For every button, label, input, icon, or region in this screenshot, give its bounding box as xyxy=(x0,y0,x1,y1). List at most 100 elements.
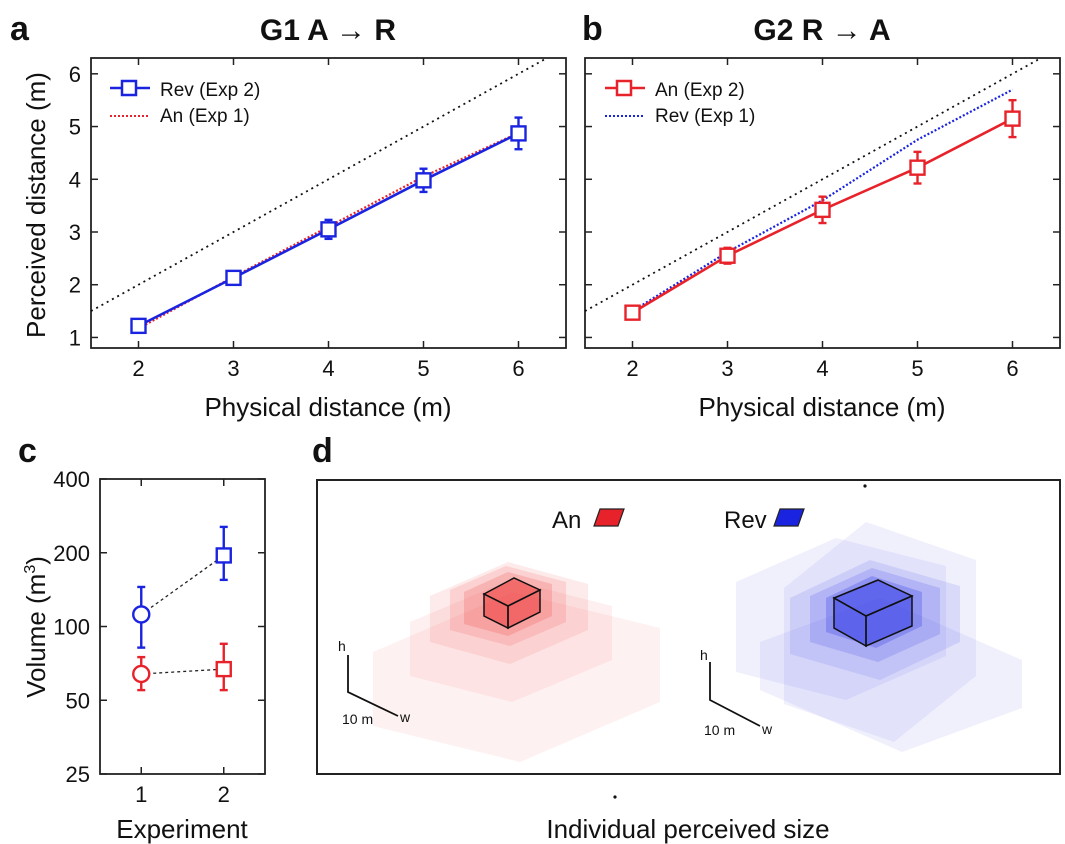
x-tick-label: 6 xyxy=(1006,356,1018,381)
y-tick-label: 3 xyxy=(69,220,81,245)
panel-b-plot-area xyxy=(584,57,1042,321)
panel-d-legend-rev-text: Rev xyxy=(724,507,767,534)
x-tick-label: 1 xyxy=(135,782,147,807)
data-point-square xyxy=(215,547,232,564)
x-tick-label: 4 xyxy=(816,356,828,381)
panel-b-y-ticks xyxy=(585,73,1060,339)
panel-d-dot-bottom xyxy=(613,795,617,799)
y-tick-label: 1 xyxy=(69,325,81,350)
data-point-square xyxy=(909,159,926,176)
panel-d-letter: d xyxy=(312,432,333,470)
panel-d: d Individual perceived size An Rev xyxy=(312,432,1061,844)
x-tick-label: 4 xyxy=(322,356,334,381)
rev-axis-w-label: w xyxy=(761,721,773,737)
connector-line xyxy=(140,554,225,615)
panel-d-x-axis-label: Individual perceived size xyxy=(546,814,829,844)
an-axis-indicator: h w 10 m xyxy=(338,638,411,727)
panel-c-x-axis-label: Experiment xyxy=(116,814,248,844)
identity-line xyxy=(584,57,1042,312)
data-point-square xyxy=(415,172,432,189)
panel-a-legend: Rev (Exp 2) An (Exp 1) xyxy=(110,79,260,127)
panel-c-y-axis-label-sup: 3 xyxy=(22,565,39,574)
panel-a-title: G1 A → R xyxy=(260,14,396,47)
panel-c-frame xyxy=(99,478,266,775)
x-tick-label: 3 xyxy=(721,356,733,381)
connector-line xyxy=(141,668,224,675)
panel-b-legend-an-text: An (Exp 2) xyxy=(655,80,745,101)
rev-axis-h-label: h xyxy=(700,647,708,663)
an-axis-w-label: w xyxy=(399,709,411,725)
panel-d-legend-rev-swatch xyxy=(773,508,805,527)
panel-a-legend-rev-text: Rev (Exp 2) xyxy=(160,80,260,101)
panel-c-letter: c xyxy=(18,432,37,470)
rev-scale-label: 10 m xyxy=(704,722,735,738)
data-point-square xyxy=(624,304,641,321)
panel-a-x-axis-label: Physical distance (m) xyxy=(204,392,451,422)
data-point-square xyxy=(215,660,232,678)
data-point-square xyxy=(320,221,337,238)
panel-a-x-ticks: 2 3 4 5 6 xyxy=(132,58,525,381)
y-tick-label: 2 xyxy=(69,273,81,298)
y-tick-label: 50 xyxy=(66,688,90,713)
data-point-circle xyxy=(132,605,151,624)
an-box-1 xyxy=(373,592,660,762)
rev-box-7 xyxy=(834,580,912,646)
panel-c-y-ticks: 25 50 100 200 400 xyxy=(53,467,265,787)
rev-axis-indicator: h w 10 m xyxy=(700,647,773,738)
y-tick-label: 4 xyxy=(69,167,81,192)
x-tick-label: 3 xyxy=(227,356,239,381)
data-point-square xyxy=(510,125,527,142)
rev-mean-box xyxy=(832,579,914,648)
data-point-square xyxy=(719,247,736,264)
panel-c-y-axis-label-end: ) xyxy=(21,556,51,565)
panel-b-letter: b xyxy=(582,10,603,48)
x-tick-label: 6 xyxy=(512,356,524,381)
y-tick-label: 6 xyxy=(69,62,81,87)
x-tick-label: 5 xyxy=(417,356,429,381)
panel-a-legend-an-text: An (Exp 1) xyxy=(160,106,250,127)
rev-volume-stack xyxy=(736,522,1022,752)
panel-b: b G2 R → A 2 3 4 5 6 Physical distance (m) A… xyxy=(582,10,1061,422)
data-point-square xyxy=(225,269,242,287)
an-scale-label: 10 m xyxy=(342,711,373,727)
panel-b-legend-rev-text: Rev (Exp 1) xyxy=(655,106,755,127)
panel-d-frame xyxy=(316,479,1061,775)
an-box-6 xyxy=(484,578,540,628)
x-tick-label: 2 xyxy=(218,782,230,807)
panel-a-plot-area xyxy=(90,57,548,335)
panel-a-y-axis-label: Perceived distance (m) xyxy=(21,72,51,338)
panel-d-legend-an-swatch xyxy=(593,508,625,527)
y-tick-label: 400 xyxy=(53,467,90,492)
y-tick-label: 5 xyxy=(69,115,81,140)
y-tick-label: 25 xyxy=(66,762,90,787)
x-tick-label: 2 xyxy=(132,356,144,381)
data-point-square xyxy=(814,201,831,219)
y-tick-label: 200 xyxy=(53,541,90,566)
panel-b-x-ticks: 2 3 4 5 6 xyxy=(626,58,1019,381)
y-tick-label: 100 xyxy=(53,615,90,640)
panel-b-x-axis-label: Physical distance (m) xyxy=(698,392,945,422)
panel-d-legend-an-text: An xyxy=(552,507,581,534)
panel-c-y-axis-label-main: Volume (m xyxy=(21,574,51,698)
panel-a: a G1 A → R 2 3 4 5 6 1 2 3 4 5 6 Physical distanc… xyxy=(10,10,567,422)
an-volume-stack xyxy=(373,562,660,762)
panel-a-legend-rev-marker xyxy=(120,79,138,97)
panel-a-y-ticks: 1 2 3 4 5 6 xyxy=(69,62,566,350)
x-tick-label: 5 xyxy=(911,356,923,381)
x-tick-label: 2 xyxy=(626,356,638,381)
panel-d-dot-top xyxy=(863,484,867,488)
panel-b-legend: An (Exp 2) Rev (Exp 1) xyxy=(605,79,755,127)
data-point-circle xyxy=(132,664,151,684)
panel-a-letter: a xyxy=(10,10,30,48)
panel-b-title: G2 R → A xyxy=(753,14,890,47)
rev-box-2 xyxy=(736,538,946,700)
panel-c-plot-area xyxy=(132,525,232,692)
panel-a-frame xyxy=(90,57,567,349)
data-point-square xyxy=(130,317,147,335)
panel-c-y-axis-label: Volume (m3) xyxy=(21,556,51,698)
an-mean-box xyxy=(482,577,542,630)
an-axis-h-label: h xyxy=(338,638,346,654)
